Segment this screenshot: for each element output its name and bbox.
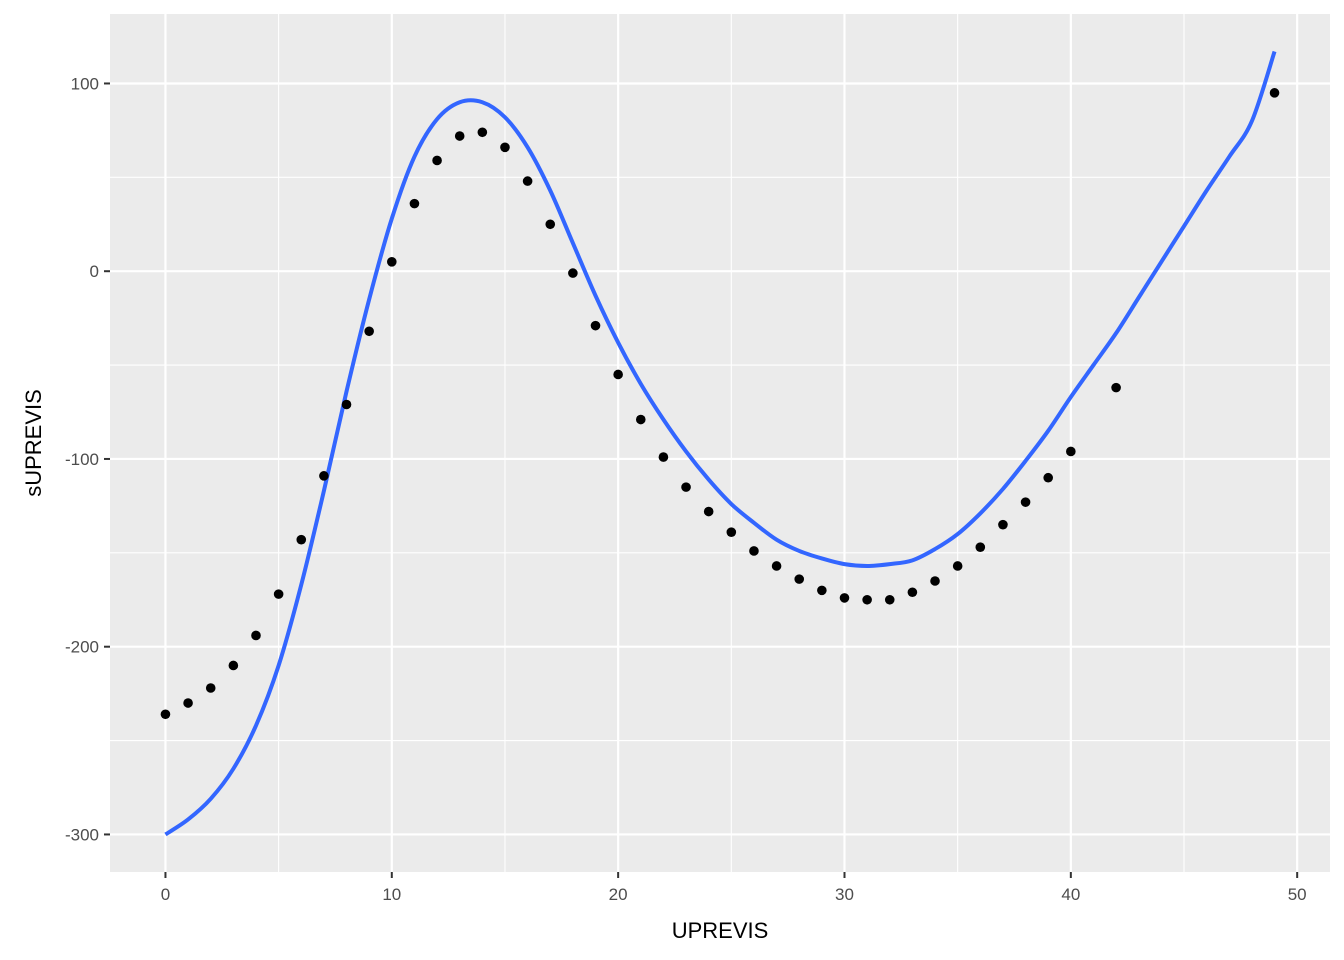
data-point xyxy=(771,561,782,571)
data-point xyxy=(477,127,488,138)
x-axis-title: UPREVIS xyxy=(672,918,769,943)
data-point xyxy=(568,268,578,278)
data-point xyxy=(952,561,963,571)
data-point xyxy=(500,142,510,153)
data-point xyxy=(454,131,465,141)
data-point xyxy=(884,594,895,605)
data-point xyxy=(613,369,623,380)
data-point xyxy=(1269,88,1280,98)
smooth-line xyxy=(164,50,1277,837)
data-point xyxy=(364,326,374,337)
y-tick-label: -100 xyxy=(65,450,99,469)
data-point xyxy=(930,576,940,586)
data-point xyxy=(794,574,805,584)
grid-major xyxy=(110,14,1330,872)
y-tick-label: -200 xyxy=(65,638,99,657)
data-point xyxy=(635,414,646,425)
data-point xyxy=(839,593,850,603)
data-point xyxy=(522,176,533,186)
data-point xyxy=(1111,382,1121,393)
data-point xyxy=(409,198,420,209)
y-tick-label: 0 xyxy=(90,262,99,281)
data-point xyxy=(296,534,307,545)
data-point xyxy=(1043,472,1054,483)
data-point xyxy=(975,542,986,552)
data-point xyxy=(228,660,239,671)
data-point xyxy=(726,527,737,537)
data-point xyxy=(251,630,261,641)
y-tick-label: -300 xyxy=(65,825,99,844)
data-point xyxy=(386,257,397,267)
data-point xyxy=(1066,446,1076,457)
grid-minor xyxy=(110,14,1330,872)
data-point xyxy=(1020,497,1031,507)
y-axis-title: sUPREVIS xyxy=(21,389,46,497)
plot-panel xyxy=(110,14,1330,872)
data-point xyxy=(319,471,329,481)
data-point xyxy=(907,587,918,598)
y-axis: -300 -200 -100 0 100 xyxy=(65,74,110,844)
x-tick-label: 20 xyxy=(609,885,628,904)
data-point xyxy=(545,219,556,230)
x-tick-label: 50 xyxy=(1288,885,1307,904)
smooth-layer xyxy=(164,50,1277,837)
data-point xyxy=(998,519,1008,530)
points-layer xyxy=(160,88,1280,720)
data-point xyxy=(681,482,691,492)
data-point xyxy=(590,320,601,331)
data-point xyxy=(183,698,193,708)
data-point xyxy=(703,506,714,517)
data-point xyxy=(817,585,827,596)
y-tick-label: 100 xyxy=(71,74,99,93)
x-axis: 0 10 20 30 40 50 xyxy=(161,872,1307,904)
data-point xyxy=(432,155,442,166)
x-tick-label: 40 xyxy=(1061,885,1080,904)
data-point xyxy=(160,709,171,720)
x-tick-label: 10 xyxy=(382,885,401,904)
data-point xyxy=(341,399,352,410)
data-point xyxy=(658,452,669,462)
x-tick-label: 30 xyxy=(835,885,854,904)
data-point xyxy=(862,594,872,605)
x-tick-label: 0 xyxy=(161,885,170,904)
data-point xyxy=(205,683,216,693)
data-point xyxy=(749,546,759,556)
data-point xyxy=(273,589,284,599)
